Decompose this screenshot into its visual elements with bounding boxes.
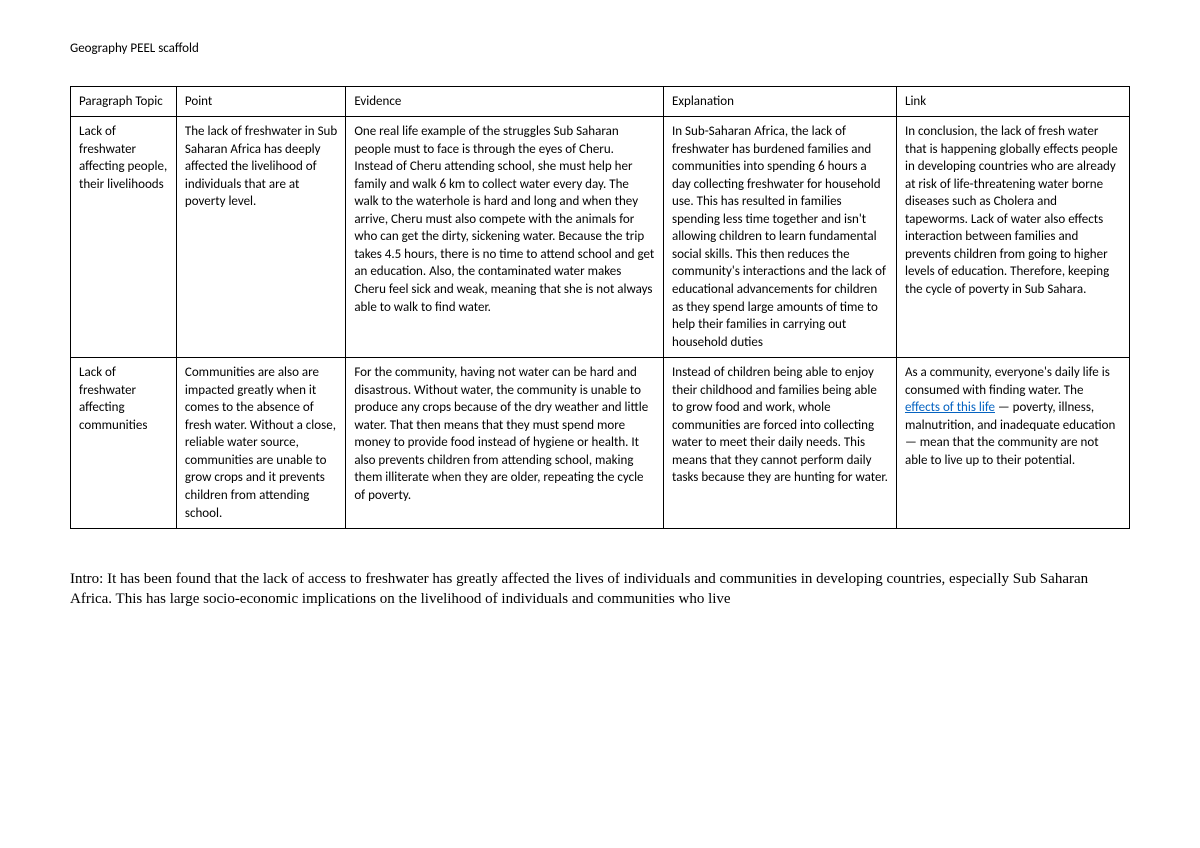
col-header-evidence: Evidence [346,86,664,117]
col-header-point: Point [176,86,345,117]
cell-evidence: One real life example of the struggles S… [346,117,664,358]
cell-point: Communities are also are impacted greatl… [176,358,345,529]
effects-link[interactable]: effects of this life [905,400,995,415]
col-header-explanation: Explanation [664,86,897,117]
cell-topic: Lack of freshwater affecting people, the… [71,117,177,358]
peel-table: Paragraph Topic Point Evidence Explanati… [70,86,1130,530]
cell-explanation: Instead of children being able to enjoy … [664,358,897,529]
table-row: Lack of freshwater affecting communities… [71,358,1130,529]
col-header-link: Link [896,86,1129,117]
table-header-row: Paragraph Topic Point Evidence Explanati… [71,86,1130,117]
cell-explanation: In Sub-Saharan Africa, the lack of fresh… [664,117,897,358]
col-header-topic: Paragraph Topic [71,86,177,117]
table-row: Lack of freshwater affecting people, the… [71,117,1130,358]
cell-link-pre: As a community, everyone's daily life is… [905,365,1110,398]
cell-point: The lack of freshwater in Sub Saharan Af… [176,117,345,358]
cell-evidence: For the community, having not water can … [346,358,664,529]
cell-link: As a community, everyone's daily life is… [896,358,1129,529]
cell-topic: Lack of freshwater affecting communities [71,358,177,529]
page-title: Geography PEEL scaffold [70,40,1130,58]
cell-link: In conclusion, the lack of fresh water t… [896,117,1129,358]
intro-paragraph: Intro: It has been found that the lack o… [70,569,1130,610]
